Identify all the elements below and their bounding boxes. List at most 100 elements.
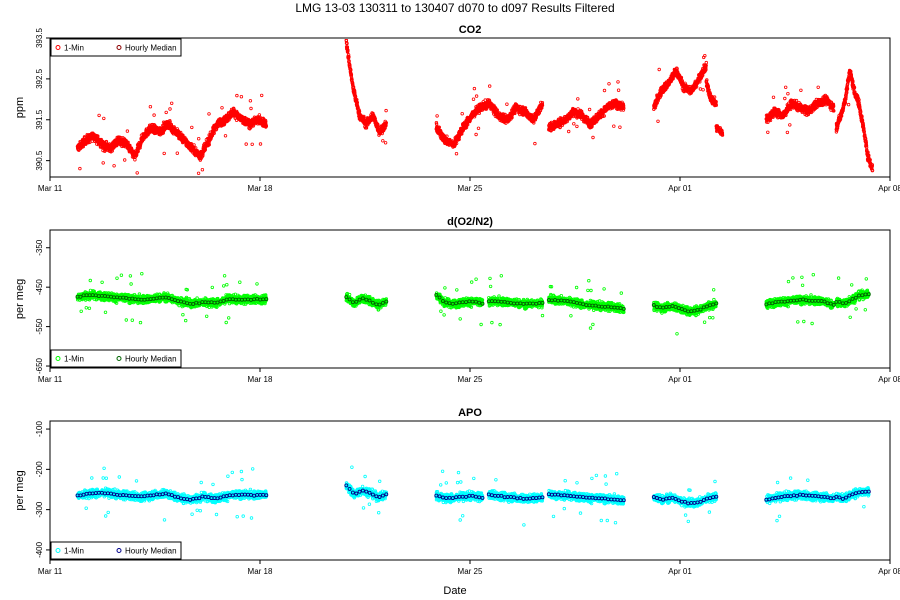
point-1min	[457, 135, 461, 139]
point-1min	[572, 122, 576, 126]
y-tick-label: 392.5	[35, 68, 44, 89]
point-1min	[602, 88, 607, 93]
point-1min	[347, 55, 351, 59]
y-tick-label: 393.5	[35, 27, 44, 48]
point-1min	[505, 102, 509, 106]
point-1min	[190, 125, 194, 130]
point-1min	[104, 139, 109, 144]
point-1min	[460, 111, 464, 116]
point-1min	[437, 125, 441, 129]
point-1min	[122, 158, 127, 162]
x-tick-label: Mar 11	[38, 184, 63, 193]
point-1min	[838, 117, 843, 122]
point-1min	[346, 48, 350, 52]
point-1min	[602, 114, 606, 118]
y-tick-label: 390.5	[35, 150, 44, 171]
series-points	[75, 39, 875, 175]
point-1min	[210, 133, 215, 138]
point-1min	[102, 116, 106, 121]
point-1min	[483, 98, 487, 102]
point-1min	[164, 110, 168, 115]
point-1min	[260, 93, 264, 98]
point-1min	[612, 124, 616, 128]
point-1min	[794, 98, 799, 103]
point-1min	[464, 125, 469, 130]
point-1min	[445, 134, 449, 138]
point-1min	[169, 101, 174, 105]
point-1min	[196, 171, 201, 175]
point-1min	[533, 141, 537, 146]
point-1min	[258, 115, 262, 120]
point-1min	[590, 124, 594, 128]
point-1min	[264, 124, 268, 128]
point-1min	[454, 151, 459, 156]
point-1min	[607, 82, 611, 86]
point-1min	[657, 67, 661, 72]
point-1min	[135, 171, 139, 175]
point-1min	[162, 151, 166, 156]
point-1min	[148, 104, 153, 109]
point-1min	[168, 119, 172, 124]
point-1min	[349, 72, 354, 77]
point-1min	[616, 80, 620, 84]
point-1min	[839, 114, 844, 118]
x-tick-label: Mar 25	[458, 184, 483, 193]
point-1min	[349, 74, 353, 78]
point-1min	[703, 54, 707, 58]
point-1min	[472, 86, 477, 91]
point-1min	[203, 147, 207, 152]
panel-frame	[49, 37, 891, 178]
point-1min	[248, 99, 253, 103]
point-1min	[513, 111, 517, 116]
point-1min	[786, 91, 790, 96]
point-1min	[659, 93, 663, 98]
point-1min	[471, 97, 476, 101]
point-1min	[454, 141, 459, 146]
point-1min	[258, 142, 263, 146]
point-1min	[714, 101, 718, 105]
point-1min	[618, 125, 622, 129]
point-1min	[250, 124, 254, 128]
point-1min	[136, 149, 140, 154]
point-1min	[816, 85, 820, 89]
point-1min	[384, 123, 388, 127]
point-1min	[540, 103, 545, 107]
point-1min	[656, 119, 660, 123]
point-1min	[831, 104, 836, 109]
point-1min	[168, 107, 172, 111]
point-1min	[621, 108, 626, 112]
point-1min	[239, 94, 244, 99]
point-1min	[704, 63, 708, 68]
point-1min	[785, 130, 790, 135]
point-1min	[836, 124, 840, 128]
point-1min	[766, 130, 770, 134]
point-1min	[112, 164, 116, 168]
point-1min	[591, 135, 595, 140]
point-1min	[355, 100, 359, 105]
point-1min	[832, 109, 836, 113]
point-1min	[476, 126, 481, 130]
point-1min	[384, 121, 388, 125]
point-1min	[207, 112, 211, 116]
x-tick-label: Mar 18	[248, 184, 273, 193]
point-1min	[352, 88, 357, 93]
y-tick-label: 391.5	[35, 109, 44, 130]
point-1min	[125, 129, 130, 133]
point-1min	[172, 125, 176, 129]
point-1min	[587, 107, 592, 112]
point-1min	[200, 167, 205, 172]
point-1min	[353, 90, 357, 95]
point-1min	[698, 87, 703, 91]
point-1min	[250, 142, 254, 146]
x-axis-label: Date	[443, 585, 466, 597]
point-1min	[720, 131, 725, 135]
point-1min	[558, 125, 562, 129]
point-1min	[223, 134, 228, 138]
point-1min	[679, 75, 684, 80]
point-1min	[474, 94, 479, 98]
point-1min	[380, 131, 384, 136]
point-1min	[364, 126, 369, 130]
point-1min	[714, 103, 718, 107]
point-1min	[175, 151, 179, 155]
point-1min	[616, 88, 621, 92]
